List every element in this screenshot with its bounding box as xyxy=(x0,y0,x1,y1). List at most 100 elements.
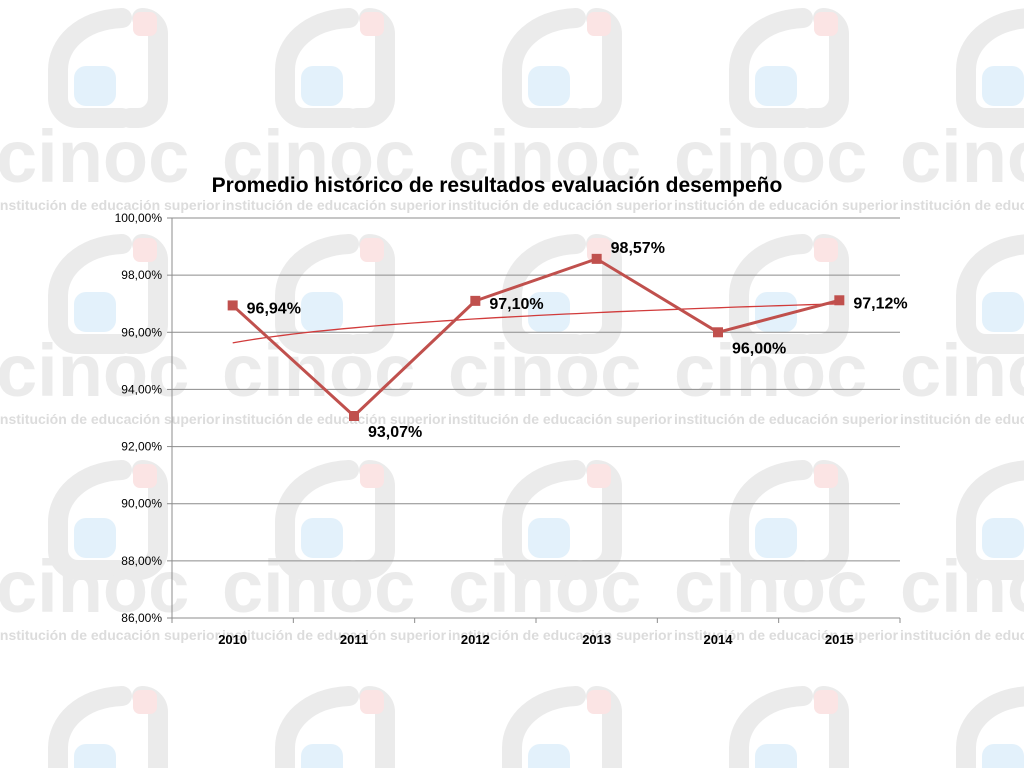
series-line xyxy=(231,257,840,418)
data-point xyxy=(834,295,845,306)
svg-text:cinoc: cinoc xyxy=(900,115,1024,198)
chart-title: Promedio histórico de resultados evaluac… xyxy=(212,174,783,197)
svg-text:institución de educación super: institución de educación superior xyxy=(0,411,221,427)
watermark-logo xyxy=(502,686,622,768)
svg-text:institución de educación super: institución de educación superior xyxy=(900,627,1024,643)
svg-text:institución de educación super: institución de educación superior xyxy=(222,627,447,643)
x-tick-label: 2014 xyxy=(704,632,734,647)
data-labels: 96,94% 93,07% 97,10% 98,57% 96,00% 97,12% xyxy=(247,240,908,441)
data-label: 96,00% xyxy=(732,340,786,357)
watermark-logo xyxy=(956,460,1024,580)
watermark-logo xyxy=(48,234,168,354)
data-label: 98,57% xyxy=(611,240,665,257)
y-tick-label: 88,00% xyxy=(121,554,162,568)
data-point xyxy=(349,411,359,421)
watermark-logo xyxy=(48,686,168,768)
svg-text:institución de educación super: institución de educación superior xyxy=(674,627,899,643)
watermark-logo xyxy=(48,460,168,580)
svg-text:institución de educación super: institución de educación superior xyxy=(674,197,899,213)
y-axis-ticks: 86,00% 88,00% 90,00% 92,00% 94,00% 96,00% 98,0… xyxy=(115,211,172,625)
svg-text:cinoc: cinoc xyxy=(448,329,641,412)
svg-text:institución de educación super: institución de educación superior xyxy=(900,197,1024,213)
svg-text:institución de educación super: institución de educación superior xyxy=(0,627,221,643)
svg-text:institución de educación super: institución de educación superior xyxy=(674,411,899,427)
svg-text:institución de educación super: institución de educación superior xyxy=(900,411,1024,427)
watermark-logo xyxy=(275,686,395,768)
watermark-logo xyxy=(48,8,168,128)
data-point xyxy=(713,327,723,338)
watermark-logo xyxy=(956,8,1024,128)
watermark-logo xyxy=(275,234,395,354)
svg-text:cinoc: cinoc xyxy=(900,329,1024,412)
svg-text:cinoc: cinoc xyxy=(900,545,1024,628)
y-tick-label: 92,00% xyxy=(121,440,162,454)
watermark-logo xyxy=(502,460,622,580)
trendline xyxy=(232,303,840,344)
x-tick-label: 2015 xyxy=(825,632,854,647)
svg-text:institución de educación super: institución de educación superior xyxy=(222,411,447,427)
data-point xyxy=(470,295,481,306)
y-tick-label: 98,00% xyxy=(121,268,162,282)
svg-text:institución de educación super: institución de educación superior xyxy=(448,627,673,643)
watermark-logo xyxy=(275,460,395,580)
svg-text:cinoc: cinoc xyxy=(674,545,867,628)
watermark-logo xyxy=(956,234,1024,354)
data-label: 96,94% xyxy=(247,300,301,317)
svg-text:institución de educación super: institución de educación superior xyxy=(448,411,673,427)
data-label: 97,12% xyxy=(853,295,907,312)
y-tick-label: 86,00% xyxy=(121,611,162,625)
watermark-logo xyxy=(729,686,849,768)
svg-text:cinoc: cinoc xyxy=(222,115,415,198)
watermark-logo xyxy=(502,234,622,354)
svg-text:institución de educación super: institución de educación superior xyxy=(0,197,221,213)
watermark-logo xyxy=(729,8,849,128)
svg-text:institución de educación super: institución de educación superior xyxy=(222,197,447,213)
y-tick-label: 90,00% xyxy=(121,497,162,511)
watermark-logo xyxy=(729,234,849,354)
svg-text:cinoc: cinoc xyxy=(0,329,189,412)
x-tick-label: 2010 xyxy=(218,632,247,647)
svg-text:institución de educación super: institución de educación superior xyxy=(448,197,673,213)
y-tick-label: 96,00% xyxy=(121,325,162,339)
svg-text:cinoc: cinoc xyxy=(222,329,415,412)
data-point xyxy=(227,300,238,311)
svg-text:cinoc: cinoc xyxy=(674,329,867,412)
watermark-logo xyxy=(956,686,1024,768)
watermark-logo xyxy=(729,460,849,580)
svg-text:cinoc: cinoc xyxy=(0,115,189,198)
axes xyxy=(171,218,900,619)
data-markers xyxy=(227,253,845,421)
data-point xyxy=(591,253,602,264)
svg-text:cinoc: cinoc xyxy=(0,545,189,628)
svg-text:cinoc: cinoc xyxy=(674,115,867,198)
data-label: 97,10% xyxy=(489,296,543,313)
y-tick-label: 100,00% xyxy=(115,211,163,225)
x-tick-label: 2012 xyxy=(461,632,490,647)
gridlines xyxy=(172,217,900,619)
svg-text:cinoc: cinoc xyxy=(448,545,641,628)
svg-text:cinoc: cinoc xyxy=(448,115,641,198)
x-tick-label: 2011 xyxy=(340,632,368,647)
y-tick-label: 94,00% xyxy=(121,382,162,396)
svg-text:cinoc: cinoc xyxy=(222,545,415,628)
x-tick-label: 2013 xyxy=(582,632,611,647)
data-label: 93,07% xyxy=(368,424,422,441)
watermark-logo xyxy=(502,8,622,128)
x-axis-ticks: 2010 2011 2012 2013 2014 2015 xyxy=(171,618,901,647)
